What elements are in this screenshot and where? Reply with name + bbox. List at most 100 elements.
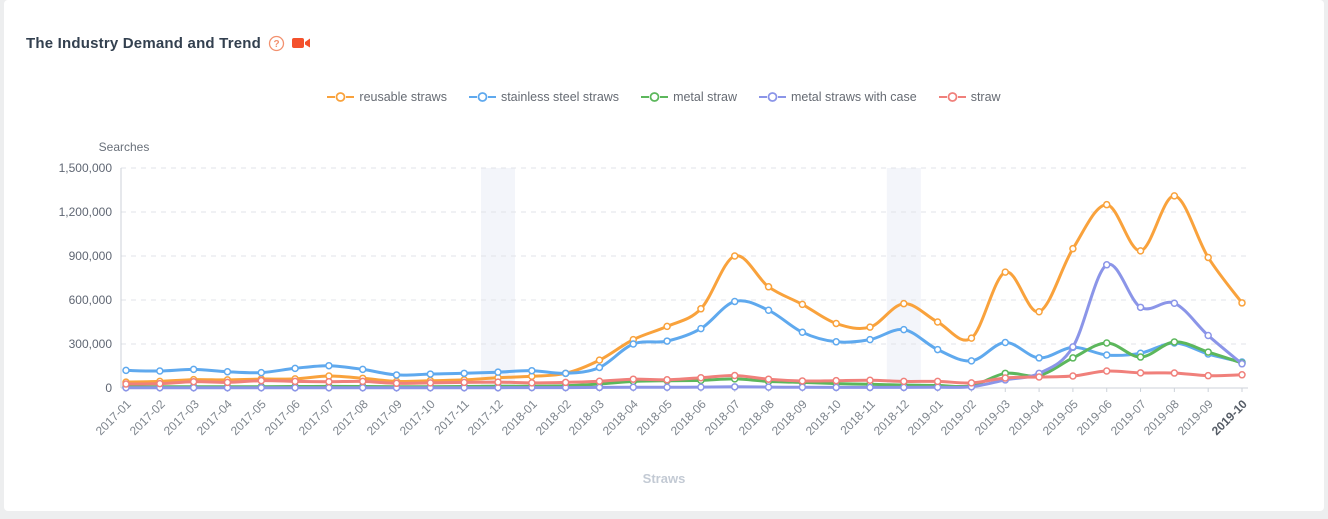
data-point-metal-straws-with-case[interactable] <box>1238 360 1246 368</box>
data-point-stainless-steel-straws[interactable] <box>392 371 401 379</box>
data-point-stainless-steel-straws[interactable] <box>933 345 942 354</box>
data-point-stainless-steel-straws[interactable] <box>494 368 502 376</box>
data-point-stainless-steel-straws[interactable] <box>528 366 536 375</box>
data-point-straw[interactable] <box>832 376 840 385</box>
data-point-reusable-straws[interactable] <box>595 356 604 364</box>
data-point-stainless-steel-straws[interactable] <box>561 369 570 378</box>
data-point-straw[interactable] <box>460 378 468 387</box>
data-point-metal-straws-with-case[interactable] <box>1102 261 1111 269</box>
data-point-stainless-steel-straws[interactable] <box>460 369 468 378</box>
data-point-reusable-straws[interactable] <box>1102 200 1111 209</box>
data-point-metal-straw[interactable] <box>1136 353 1145 361</box>
data-point-stainless-steel-straws[interactable] <box>967 357 976 365</box>
data-point-straw[interactable] <box>1102 367 1111 375</box>
data-point-reusable-straws[interactable] <box>1035 307 1043 316</box>
legend-item-stainless-steel-straws[interactable]: stainless steel straws <box>468 90 619 104</box>
data-point-metal-straw[interactable] <box>1204 348 1212 356</box>
data-point-straw[interactable] <box>798 377 807 385</box>
data-point-straw[interactable] <box>730 371 739 380</box>
data-point-reusable-straws[interactable] <box>900 299 908 308</box>
data-point-stainless-steel-straws[interactable] <box>764 306 773 315</box>
data-point-reusable-straws[interactable] <box>663 322 671 331</box>
data-point-metal-straw[interactable] <box>1170 338 1179 346</box>
data-point-straw[interactable] <box>900 377 908 386</box>
data-point-straw[interactable] <box>1136 369 1145 377</box>
data-point-metal-straws-with-case[interactable] <box>1204 331 1212 340</box>
data-point-stainless-steel-straws[interactable] <box>358 365 367 374</box>
data-point-reusable-straws[interactable] <box>1001 268 1010 276</box>
data-point-straw[interactable] <box>156 379 164 388</box>
data-point-reusable-straws[interactable] <box>798 300 807 309</box>
data-point-stainless-steel-straws[interactable] <box>595 363 604 372</box>
data-point-metal-straws-with-case[interactable] <box>933 383 942 392</box>
data-point-straw[interactable] <box>967 379 976 387</box>
data-point-reusable-straws[interactable] <box>933 318 942 326</box>
data-point-straw[interactable] <box>1170 369 1179 377</box>
data-point-reusable-straws[interactable] <box>1136 247 1145 255</box>
data-point-metal-straws-with-case[interactable] <box>832 383 840 392</box>
data-point-reusable-straws[interactable] <box>697 305 705 313</box>
data-point-metal-straws-with-case[interactable] <box>257 383 266 392</box>
data-point-metal-straws-with-case[interactable] <box>900 383 908 392</box>
data-point-metal-straws-with-case[interactable] <box>1170 299 1179 307</box>
data-point-straw[interactable] <box>697 373 705 382</box>
data-point-reusable-straws[interactable] <box>730 252 739 260</box>
data-point-straw[interactable] <box>358 377 367 386</box>
data-point-metal-straws-with-case[interactable] <box>730 383 739 391</box>
data-point-reusable-straws[interactable] <box>832 319 840 328</box>
data-point-reusable-straws[interactable] <box>1069 244 1077 253</box>
data-point-straw[interactable] <box>629 375 638 383</box>
data-point-reusable-straws[interactable] <box>866 323 874 331</box>
data-point-metal-straws-with-case[interactable] <box>764 383 773 391</box>
data-point-straw[interactable] <box>1001 374 1010 382</box>
data-point-reusable-straws[interactable] <box>1238 299 1246 307</box>
data-point-metal-straws-with-case[interactable] <box>189 383 198 392</box>
data-point-straw[interactable] <box>257 376 266 385</box>
data-point-reusable-straws[interactable] <box>1170 192 1179 200</box>
data-point-stainless-steel-straws[interactable] <box>629 340 638 348</box>
data-point-stainless-steel-straws[interactable] <box>122 366 130 375</box>
data-point-stainless-steel-straws[interactable] <box>900 325 908 334</box>
data-point-stainless-steel-straws[interactable] <box>426 370 435 378</box>
data-point-stainless-steel-straws[interactable] <box>156 367 164 375</box>
data-point-straw[interactable] <box>1238 371 1246 379</box>
data-point-metal-straws-with-case[interactable] <box>1069 343 1077 351</box>
data-point-stainless-steel-straws[interactable] <box>1102 351 1111 359</box>
data-point-metal-straws-with-case[interactable] <box>697 383 705 391</box>
data-point-metal-straws-with-case[interactable] <box>866 383 874 392</box>
data-point-stainless-steel-straws[interactable] <box>257 368 266 377</box>
data-point-reusable-straws[interactable] <box>967 334 976 342</box>
data-point-straw[interactable] <box>494 378 502 386</box>
data-point-stainless-steel-straws[interactable] <box>189 365 198 374</box>
data-point-straw[interactable] <box>122 380 130 388</box>
data-point-stainless-steel-straws[interactable] <box>223 367 232 376</box>
data-point-straw[interactable] <box>561 378 570 387</box>
video-camera-icon[interactable] <box>292 37 311 50</box>
data-point-metal-straws-with-case[interactable] <box>325 383 333 392</box>
data-point-metal-straws-with-case[interactable] <box>798 383 807 392</box>
data-point-reusable-straws[interactable] <box>764 283 773 291</box>
legend-item-reusable-straws[interactable]: reusable straws <box>327 90 447 104</box>
data-point-reusable-straws[interactable] <box>1204 253 1212 262</box>
data-point-stainless-steel-straws[interactable] <box>1035 354 1043 362</box>
data-point-stainless-steel-straws[interactable] <box>291 364 299 373</box>
data-point-straw[interactable] <box>933 377 942 386</box>
data-point-stainless-steel-straws[interactable] <box>832 338 840 346</box>
data-point-stainless-steel-straws[interactable] <box>697 324 705 333</box>
data-point-metal-straws-with-case[interactable] <box>358 383 367 392</box>
data-point-straw[interactable] <box>1204 371 1212 380</box>
data-point-straw[interactable] <box>1069 372 1077 380</box>
legend-item-metal-straws-with-case[interactable]: metal straws with case <box>758 90 917 104</box>
data-point-stainless-steel-straws[interactable] <box>866 335 874 344</box>
data-point-metal-straw[interactable] <box>1102 339 1111 347</box>
data-point-straw[interactable] <box>325 377 333 386</box>
data-point-stainless-steel-straws[interactable] <box>730 297 739 306</box>
data-point-straw[interactable] <box>528 379 536 387</box>
data-point-straw[interactable] <box>1035 373 1043 381</box>
data-point-metal-straws-with-case[interactable] <box>595 383 604 392</box>
data-point-stainless-steel-straws[interactable] <box>1001 338 1010 347</box>
data-point-straw[interactable] <box>291 377 299 386</box>
data-point-stainless-steel-straws[interactable] <box>798 328 807 337</box>
data-point-straw[interactable] <box>223 378 232 387</box>
